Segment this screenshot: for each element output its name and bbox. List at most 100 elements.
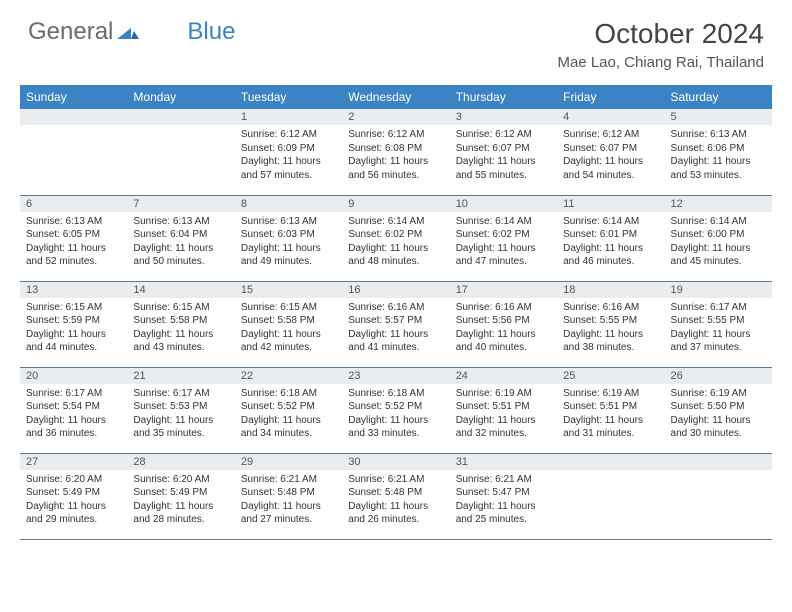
sunrise-line: Sunrise: 6:12 AM (348, 128, 443, 142)
daylight-line: Daylight: 11 hours and 36 minutes. (26, 414, 121, 441)
day-header: Monday (127, 85, 234, 109)
calendar-cell: 25Sunrise: 6:19 AMSunset: 5:51 PMDayligh… (557, 367, 664, 453)
daylight-line: Daylight: 11 hours and 48 minutes. (348, 242, 443, 269)
day-number: 28 (127, 454, 234, 470)
daylight-line: Daylight: 11 hours and 30 minutes. (671, 414, 766, 441)
cell-body: Sunrise: 6:15 AMSunset: 5:58 PMDaylight:… (127, 298, 234, 359)
day-number: 6 (20, 196, 127, 212)
day-number-bar (665, 454, 772, 470)
sunset-line: Sunset: 6:05 PM (26, 228, 121, 242)
day-number: 7 (127, 196, 234, 212)
calendar-cell: 13Sunrise: 6:15 AMSunset: 5:59 PMDayligh… (20, 281, 127, 367)
day-header: Saturday (665, 85, 772, 109)
calendar-cell (557, 453, 664, 539)
calendar-row: 27Sunrise: 6:20 AMSunset: 5:49 PMDayligh… (20, 453, 772, 539)
daylight-line: Daylight: 11 hours and 46 minutes. (563, 242, 658, 269)
day-header: Friday (557, 85, 664, 109)
sunrise-line: Sunrise: 6:16 AM (348, 301, 443, 315)
day-number: 5 (665, 109, 772, 125)
calendar-row: 13Sunrise: 6:15 AMSunset: 5:59 PMDayligh… (20, 281, 772, 367)
daylight-line: Daylight: 11 hours and 28 minutes. (133, 500, 228, 527)
cell-body: Sunrise: 6:14 AMSunset: 6:00 PMDaylight:… (665, 212, 772, 273)
calendar-cell: 16Sunrise: 6:16 AMSunset: 5:57 PMDayligh… (342, 281, 449, 367)
calendar-cell: 3Sunrise: 6:12 AMSunset: 6:07 PMDaylight… (450, 109, 557, 195)
sunrise-line: Sunrise: 6:13 AM (133, 215, 228, 229)
daylight-line: Daylight: 11 hours and 29 minutes. (26, 500, 121, 527)
sunrise-line: Sunrise: 6:13 AM (26, 215, 121, 229)
day-header: Thursday (450, 85, 557, 109)
sunset-line: Sunset: 5:48 PM (348, 486, 443, 500)
day-number: 18 (557, 282, 664, 298)
cell-body: Sunrise: 6:19 AMSunset: 5:51 PMDaylight:… (557, 384, 664, 445)
sunset-line: Sunset: 5:51 PM (563, 400, 658, 414)
sunrise-line: Sunrise: 6:15 AM (241, 301, 336, 315)
daylight-line: Daylight: 11 hours and 53 minutes. (671, 155, 766, 182)
sunrise-line: Sunrise: 6:21 AM (241, 473, 336, 487)
day-number: 23 (342, 368, 449, 384)
sunrise-line: Sunrise: 6:21 AM (456, 473, 551, 487)
calendar-table: SundayMondayTuesdayWednesdayThursdayFrid… (20, 85, 772, 540)
day-number: 31 (450, 454, 557, 470)
daylight-line: Daylight: 11 hours and 25 minutes. (456, 500, 551, 527)
day-number: 21 (127, 368, 234, 384)
cell-body: Sunrise: 6:12 AMSunset: 6:09 PMDaylight:… (235, 125, 342, 186)
day-header: Wednesday (342, 85, 449, 109)
sunrise-line: Sunrise: 6:19 AM (563, 387, 658, 401)
sunrise-line: Sunrise: 6:15 AM (133, 301, 228, 315)
sunset-line: Sunset: 5:50 PM (671, 400, 766, 414)
sunrise-line: Sunrise: 6:20 AM (26, 473, 121, 487)
calendar-cell: 2Sunrise: 6:12 AMSunset: 6:08 PMDaylight… (342, 109, 449, 195)
day-number: 26 (665, 368, 772, 384)
calendar-cell: 15Sunrise: 6:15 AMSunset: 5:58 PMDayligh… (235, 281, 342, 367)
calendar-cell: 18Sunrise: 6:16 AMSunset: 5:55 PMDayligh… (557, 281, 664, 367)
calendar-cell: 10Sunrise: 6:14 AMSunset: 6:02 PMDayligh… (450, 195, 557, 281)
sunrise-line: Sunrise: 6:19 AM (671, 387, 766, 401)
daylight-line: Daylight: 11 hours and 52 minutes. (26, 242, 121, 269)
logo-text-1: General (28, 18, 113, 46)
calendar-cell: 27 Sunrise: 6:20 AMSunset: 5:49 PMDayligh… (20, 453, 127, 539)
calendar-cell: 23Sunrise: 6:18 AMSunset: 5:52 PMDayligh… (342, 367, 449, 453)
cell-body: Sunrise: 6:17 AMSunset: 5:53 PMDaylight:… (127, 384, 234, 445)
day-number: 29 (235, 454, 342, 470)
sunset-line: Sunset: 5:51 PM (456, 400, 551, 414)
day-number: 16 (342, 282, 449, 298)
month-title: October 2024 (557, 18, 764, 50)
day-header: Sunday (20, 85, 127, 109)
daylight-line: Daylight: 11 hours and 27 minutes. (241, 500, 336, 527)
sunrise-line: Sunrise: 6:13 AM (671, 128, 766, 142)
daylight-line: Daylight: 11 hours and 33 minutes. (348, 414, 443, 441)
calendar-cell (127, 109, 234, 195)
cell-body: Sunrise: 6:12 AMSunset: 6:07 PMDaylight:… (557, 125, 664, 186)
header: General Blue October 2024 Mae Lao, Chian… (0, 0, 792, 79)
calendar-cell: 14Sunrise: 6:15 AMSunset: 5:58 PMDayligh… (127, 281, 234, 367)
day-number: 27 (20, 454, 127, 470)
sunset-line: Sunset: 6:08 PM (348, 142, 443, 156)
sunrise-line: Sunrise: 6:16 AM (456, 301, 551, 315)
calendar-cell: 19Sunrise: 6:17 AMSunset: 5:55 PMDayligh… (665, 281, 772, 367)
sunset-line: Sunset: 5:49 PM (26, 486, 121, 500)
cell-body: Sunrise: 6:21 AMSunset: 5:48 PMDaylight:… (342, 470, 449, 531)
daylight-line: Daylight: 11 hours and 37 minutes. (671, 328, 766, 355)
calendar-cell: 12Sunrise: 6:14 AMSunset: 6:00 PMDayligh… (665, 195, 772, 281)
cell-body: Sunrise: 6:18 AMSunset: 5:52 PMDaylight:… (342, 384, 449, 445)
daylight-line: Daylight: 11 hours and 32 minutes. (456, 414, 551, 441)
cell-body: Sunrise: 6:14 AMSunset: 6:02 PMDaylight:… (450, 212, 557, 273)
sunrise-line: Sunrise: 6:16 AM (563, 301, 658, 315)
logo-icon (117, 18, 139, 46)
calendar-row: 6Sunrise: 6:13 AMSunset: 6:05 PMDaylight… (20, 195, 772, 281)
logo: General Blue (28, 18, 235, 46)
calendar-row: 20Sunrise: 6:17 AMSunset: 5:54 PMDayligh… (20, 367, 772, 453)
day-number: 1 (235, 109, 342, 125)
sunset-line: Sunset: 6:02 PM (456, 228, 551, 242)
daylight-line: Daylight: 11 hours and 41 minutes. (348, 328, 443, 355)
sunrise-line: Sunrise: 6:17 AM (671, 301, 766, 315)
sunset-line: Sunset: 6:04 PM (133, 228, 228, 242)
day-number: 10 (450, 196, 557, 212)
sunset-line: Sunset: 5:54 PM (26, 400, 121, 414)
daylight-line: Daylight: 11 hours and 42 minutes. (241, 328, 336, 355)
day-number: 30 (342, 454, 449, 470)
daylight-line: Daylight: 11 hours and 56 minutes. (348, 155, 443, 182)
calendar-cell: 6 Sunrise: 6:13 AMSunset: 6:05 PMDaylight… (20, 195, 127, 281)
sunset-line: Sunset: 6:07 PM (456, 142, 551, 156)
daylight-line: Daylight: 11 hours and 31 minutes. (563, 414, 658, 441)
